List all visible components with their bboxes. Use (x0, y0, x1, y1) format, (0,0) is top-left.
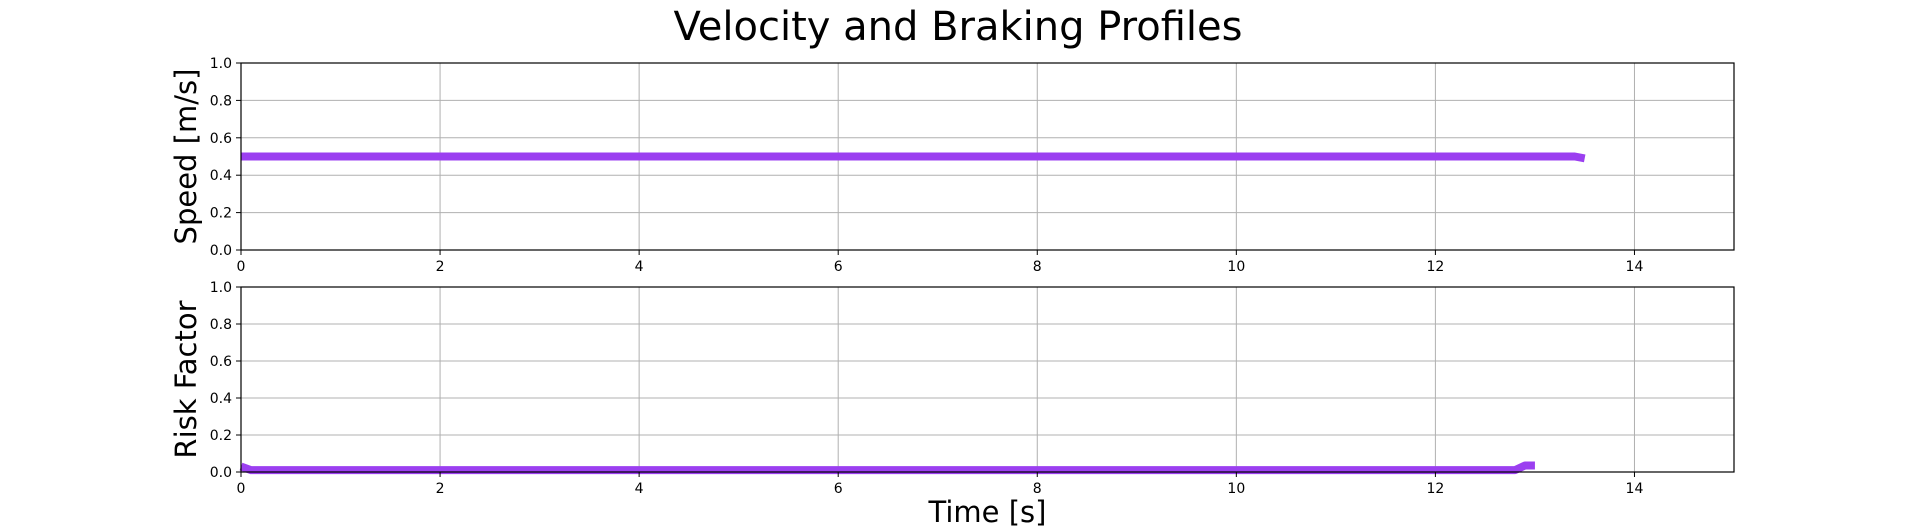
risk-x-tick-label: 8 (1033, 481, 1042, 497)
risk-x-axis-label: Time [s] (928, 495, 1047, 527)
speed-y-tick-label: 0.6 (210, 131, 232, 147)
speed-x-tick-label: 2 (436, 259, 445, 275)
risk-x-tick-label: 6 (834, 481, 843, 497)
risk-y-tick-label: 0.4 (210, 391, 232, 407)
speed-y-tick-label: 0.8 (210, 93, 232, 109)
risk-x-tick-label: 10 (1227, 481, 1245, 497)
speed-axes-frame (240, 62, 1735, 251)
speed-y-tick-label: 1.0 (210, 56, 232, 72)
speed-x-tick-label: 0 (237, 259, 246, 275)
speed-y-tick-label: 0.2 (210, 206, 232, 222)
risk-y-tick-label: 0.0 (210, 465, 232, 481)
risk-y-tick-label: 1.0 (210, 280, 232, 296)
speed-y-axis-label: Speed [m/s] (169, 69, 203, 245)
chart-title: Velocity and Braking Profiles (674, 4, 1243, 50)
risk-x-tick-label: 0 (237, 481, 246, 497)
speed-x-tick-label: 12 (1426, 259, 1444, 275)
risk-x-tick-label: 4 (635, 481, 644, 497)
speed-x-tick-label: 6 (834, 259, 843, 275)
speed-subplot: 0 2 4 6 8 10 12 14 0.0 0.2 0.4 0.6 0.8 1.0 Speed [m/s] (169, 56, 1735, 275)
risk-y-tick-label: 0.6 (210, 354, 232, 370)
speed-x-tick-label: 4 (635, 259, 644, 275)
speed-y-tick-label: 0.0 (210, 243, 232, 259)
risk-y-axis-label: Risk Factor (169, 300, 203, 458)
speed-y-tick-label: 0.4 (210, 168, 232, 184)
risk-x-tick-label: 2 (436, 481, 445, 497)
risk-axes-frame (240, 286, 1735, 473)
risk-factor-subplot: 0 2 4 6 8 10 12 14 0.0 0.2 0.4 0.6 0.8 1.0 Risk Factor… (169, 280, 1735, 527)
risk-y-tick-label: 0.2 (210, 428, 232, 444)
risk-x-tick-label: 12 (1426, 481, 1444, 497)
risk-series-line (239, 461, 1535, 475)
speed-x-tick-label: 8 (1033, 259, 1042, 275)
speed-series-line (241, 152, 1586, 163)
speed-x-tick-label: 10 (1227, 259, 1245, 275)
risk-y-tick-label: 0.8 (210, 317, 232, 333)
risk-x-tick-label: 14 (1626, 481, 1644, 497)
speed-x-tick-label: 14 (1626, 259, 1644, 275)
